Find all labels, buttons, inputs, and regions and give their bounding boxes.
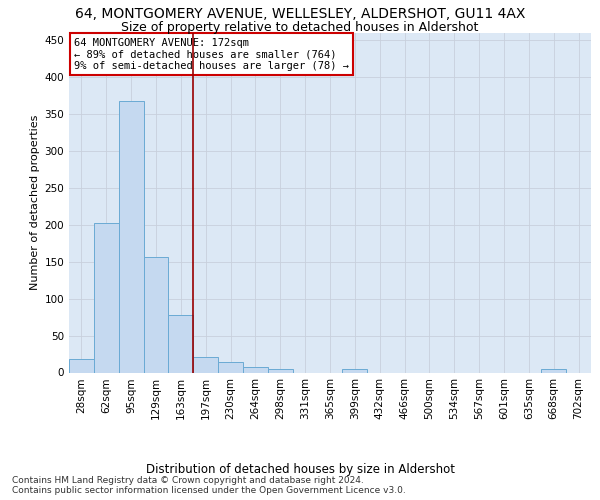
Text: 64 MONTGOMERY AVENUE: 172sqm
← 89% of detached houses are smaller (764)
9% of se: 64 MONTGOMERY AVENUE: 172sqm ← 89% of de… [74, 38, 349, 71]
Text: Size of property relative to detached houses in Aldershot: Size of property relative to detached ho… [121, 21, 479, 34]
Bar [343, 369, 367, 372]
Bar [193, 357, 218, 372]
Bar [69, 359, 94, 372]
Text: Contains HM Land Registry data © Crown copyright and database right 2024.
Contai: Contains HM Land Registry data © Crown c… [12, 476, 406, 495]
Bar [169, 315, 193, 372]
Text: Distribution of detached houses by size in Aldershot: Distribution of detached houses by size … [146, 462, 455, 475]
Bar [94, 223, 119, 372]
Bar [268, 369, 293, 372]
Y-axis label: Number of detached properties: Number of detached properties [30, 115, 40, 290]
Bar [119, 100, 143, 372]
Bar [143, 257, 169, 372]
Bar [243, 366, 268, 372]
Bar [541, 369, 566, 372]
Text: 64, MONTGOMERY AVENUE, WELLESLEY, ALDERSHOT, GU11 4AX: 64, MONTGOMERY AVENUE, WELLESLEY, ALDERS… [75, 8, 525, 22]
Bar [218, 362, 243, 372]
